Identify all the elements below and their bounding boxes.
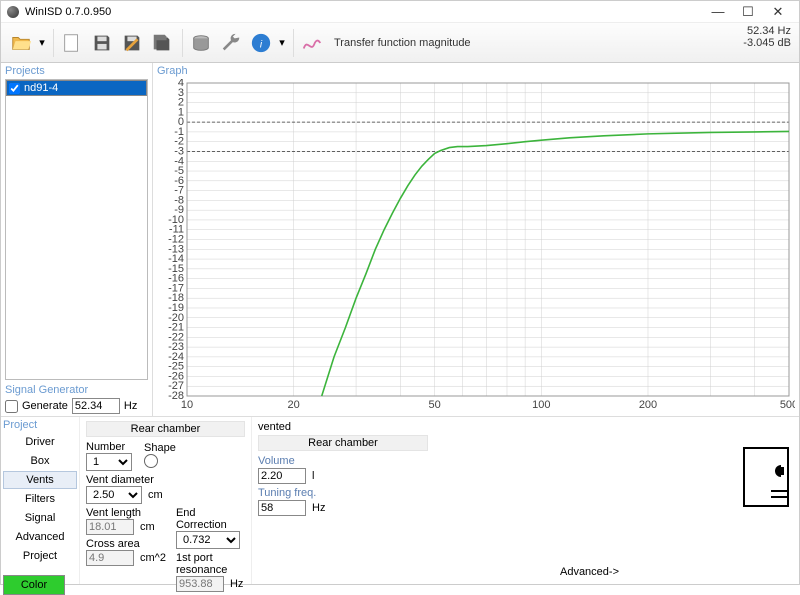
len-unit: cm	[140, 521, 155, 533]
svg-text:4: 4	[178, 79, 184, 89]
siggen-title: Signal Generator	[5, 384, 148, 396]
transfer-function-chart: -28-27-26-25-24-23-22-21-20-19-18-17-16-…	[157, 79, 795, 414]
diam-unit: cm	[148, 489, 163, 501]
vol-unit: l	[312, 470, 314, 482]
project-title: Project	[3, 419, 77, 431]
tab-advanced[interactable]: Advanced	[3, 528, 77, 546]
box-form: vented Rear chamber Volume l Tuning freq…	[251, 417, 799, 584]
settings-button[interactable]	[217, 29, 245, 57]
project-item[interactable]: nd91-4	[6, 80, 147, 96]
svg-text:500: 500	[780, 399, 795, 411]
generate-unit: Hz	[124, 400, 137, 412]
title-bar: WinISD 0.7.0.950 — ☐ ✕	[1, 1, 799, 23]
color-button[interactable]: Color	[3, 575, 65, 595]
info-icon: i	[250, 32, 272, 54]
vents-form: Rear chamber Number 1 Shape Vent diamete…	[79, 417, 251, 584]
projects-title: Projects	[5, 65, 148, 77]
shape-label: Shape	[144, 442, 176, 454]
driver-db-button[interactable]	[187, 29, 215, 57]
vent-diameter-select[interactable]: 2.50	[86, 486, 142, 504]
signal-generator: Signal Generator Generate Hz	[5, 384, 148, 414]
minimize-button[interactable]: —	[703, 4, 733, 19]
main-area: Projects nd91-4 Signal Generator Generat…	[1, 63, 799, 416]
floppy-icon	[91, 32, 113, 54]
vent-length-input	[86, 519, 134, 535]
info-button[interactable]: i	[247, 29, 275, 57]
floppy-multi-icon	[151, 32, 173, 54]
tab-filters[interactable]: Filters	[3, 490, 77, 508]
wrench-icon	[220, 32, 242, 54]
cursor-readout: 52.34 Hz -3.045 dB	[743, 25, 791, 49]
advanced-link[interactable]: Advanced->	[560, 566, 619, 578]
vol-label: Volume	[258, 455, 793, 467]
number-label: Number	[86, 441, 132, 453]
end-correction-select[interactable]: 0.732	[176, 531, 240, 549]
readout-db: -3.045 dB	[743, 37, 791, 49]
curve-icon	[301, 32, 323, 54]
area-unit: cm^2	[140, 552, 166, 564]
maximize-button[interactable]: ☐	[733, 4, 763, 20]
graph-type-label: Transfer function magnitude	[334, 37, 471, 49]
res-unit: Hz	[230, 578, 243, 590]
tune-label: Tuning freq.	[258, 487, 793, 499]
vents-group-title: Rear chamber	[86, 421, 245, 437]
res-label: 1st port resonance	[176, 552, 245, 576]
window-title: WinISD 0.7.0.950	[25, 6, 703, 18]
box-group-title: Rear chamber	[258, 435, 428, 451]
volume-input[interactable]	[258, 468, 306, 484]
svg-text:20: 20	[288, 399, 300, 411]
svg-text:10: 10	[181, 399, 193, 411]
tab-project[interactable]: Project	[3, 547, 77, 565]
tab-box[interactable]: Box	[3, 452, 77, 470]
shape-circle-icon[interactable]	[144, 454, 158, 468]
svg-text:50: 50	[429, 399, 441, 411]
cross-area-input	[86, 550, 134, 566]
save-edit-button[interactable]	[118, 29, 146, 57]
folder-open-icon	[10, 32, 32, 54]
len-label: Vent length	[86, 507, 166, 519]
cylinder-icon	[190, 32, 212, 54]
endcorr-label: End Correction	[176, 507, 245, 531]
tab-signal[interactable]: Signal	[3, 509, 77, 527]
toolbar: ▾ i ▾ Transfer function magnitude 52.34 …	[1, 23, 799, 63]
readout-freq: 52.34 Hz	[743, 25, 791, 37]
new-button[interactable]	[58, 29, 86, 57]
generate-label: Generate	[22, 400, 68, 412]
project-tabs: Project DriverBoxVentsFiltersSignalAdvan…	[1, 417, 79, 584]
speaker-diagram-icon	[743, 447, 789, 507]
new-file-icon	[61, 32, 83, 54]
project-checkbox[interactable]	[9, 83, 20, 94]
app-icon	[7, 6, 19, 18]
tab-driver[interactable]: Driver	[3, 433, 77, 451]
svg-text:100: 100	[532, 399, 550, 411]
save-button[interactable]	[88, 29, 116, 57]
close-button[interactable]: ✕	[763, 4, 793, 20]
floppy-pencil-icon	[121, 32, 143, 54]
graph-area[interactable]: -28-27-26-25-24-23-22-21-20-19-18-17-16-…	[157, 79, 795, 414]
number-select[interactable]: 1	[86, 453, 132, 471]
area-label: Cross area	[86, 538, 166, 550]
graph-pane: Graph -28-27-26-25-24-23-22-21-20-19-18-…	[153, 63, 799, 416]
project-panel: Project DriverBoxVentsFiltersSignalAdvan…	[1, 416, 799, 584]
tune-unit: Hz	[312, 502, 325, 514]
graph-type-button[interactable]	[298, 29, 326, 57]
svg-text:200: 200	[639, 399, 657, 411]
diam-label: Vent diameter	[86, 474, 245, 486]
generate-freq-input[interactable]	[72, 398, 120, 414]
open-button[interactable]	[7, 29, 35, 57]
tab-vents[interactable]: Vents	[3, 471, 77, 489]
generate-checkbox[interactable]	[5, 400, 18, 413]
projects-pane: Projects nd91-4 Signal Generator Generat…	[1, 63, 153, 416]
save-as-button[interactable]	[148, 29, 176, 57]
graph-title: Graph	[157, 65, 795, 77]
box-type: vented	[258, 421, 793, 433]
info-dropdown-icon[interactable]: ▾	[277, 29, 287, 57]
project-list[interactable]: nd91-4	[5, 79, 148, 380]
project-label: nd91-4	[24, 82, 58, 94]
port-resonance-input	[176, 576, 224, 592]
dropdown-icon[interactable]: ▾	[37, 29, 47, 57]
tuning-freq-input[interactable]	[258, 500, 306, 516]
